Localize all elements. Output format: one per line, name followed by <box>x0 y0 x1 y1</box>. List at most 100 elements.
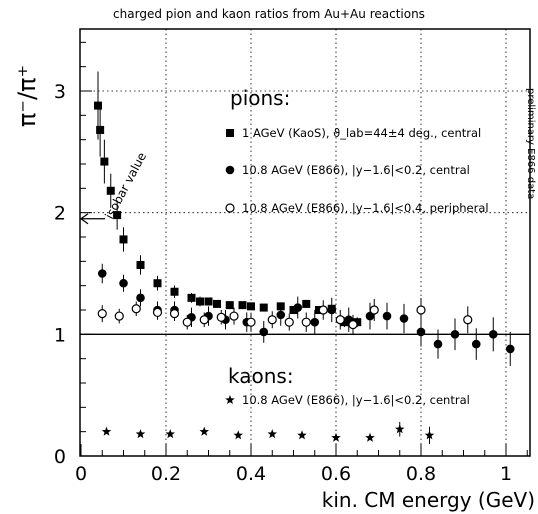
side-label-preliminary: preliminary E866 data <box>525 88 536 199</box>
pion-s2-point-3 <box>152 307 163 318</box>
pion-s2-point-1 <box>114 311 124 321</box>
kaon-s0-point-6 <box>297 430 307 440</box>
plot-area: 0 0.2 0.4 0.6 0.8 1 0 1 2 3 1 AGeV (KaoS), ϑ_lab=… <box>54 28 531 485</box>
pion-s0-point-15 <box>247 302 255 311</box>
kaon-s0-point-3 <box>199 426 210 436</box>
pion-s0-point-3 <box>106 186 115 195</box>
pion-s1-point-13 <box>327 305 337 315</box>
pion-s0-point-14 <box>238 301 247 310</box>
pion-s1-point-2 <box>136 293 145 303</box>
pion-s0-point-10 <box>196 297 204 306</box>
legend: 1 AGeV (KaoS), ϑ_lab=44±4 deg., central 1… <box>225 126 489 407</box>
pion-s2-point-4 <box>169 309 180 319</box>
pion-s0-point-9 <box>187 293 196 302</box>
pion-s2-point-16 <box>369 305 379 315</box>
x-tick-label-0: 0 <box>75 463 87 485</box>
x-tick-label-3: 0.6 <box>321 463 351 485</box>
legend-e866-central-label: 10.8 AGeV (E866), |y−1.6|<0.2, central <box>242 163 470 177</box>
pion-s1-point-11 <box>293 303 303 312</box>
pion-s0-point-6 <box>136 260 145 269</box>
kaon-s0-point-1 <box>135 429 146 439</box>
pion-s2-point-7 <box>216 312 226 322</box>
kaon-s0-point-9 <box>394 424 405 434</box>
pion-s0-point-0 <box>94 101 102 110</box>
pion-s2-point-10 <box>267 315 277 325</box>
legend-e866-peripheral-marker <box>225 203 235 213</box>
kaons-heading: kaons: <box>228 364 294 388</box>
y-axis-label: π⁻/π⁺ <box>13 65 41 127</box>
pion-s2-point-2 <box>131 304 141 314</box>
pion-s0-point-19 <box>302 299 311 308</box>
grid-lines <box>80 29 530 456</box>
kaon-s0-point-8 <box>365 432 375 442</box>
pion-s2-point-5 <box>182 317 192 327</box>
legend-e866-central-marker <box>225 165 235 175</box>
kaon-s0-point-0 <box>101 426 112 436</box>
pions-heading: pions: <box>230 86 290 110</box>
pion-s2-point-18 <box>463 315 473 325</box>
kaon-s0-point-2 <box>165 429 176 439</box>
pion-s1-point-16 <box>382 311 392 321</box>
pion-s2-point-6 <box>199 315 209 325</box>
pion-s1-point-21 <box>471 339 481 349</box>
pion-s0-point-16 <box>259 303 268 312</box>
kaon-s0-point-7 <box>331 432 341 442</box>
isobar-arrow <box>79 213 105 225</box>
isobar-value-label: isobar value <box>102 150 149 221</box>
legend-kaos-marker <box>226 129 234 137</box>
pion-s1-point-9 <box>259 327 269 337</box>
pion-s1-point-19 <box>433 339 443 349</box>
pion-s0-point-23 <box>353 318 362 327</box>
pion-s2-point-11 <box>284 317 294 327</box>
chart-title: charged pion and kaon ratios from Au+Au … <box>113 7 425 21</box>
pion-s2-point-12 <box>301 317 311 327</box>
pion-s0-point-8 <box>170 287 179 296</box>
x-tick-label-5: 1 <box>500 463 512 485</box>
x-tick-label-2: 0.4 <box>236 463 266 485</box>
pion-s2-point-13 <box>318 305 328 315</box>
plot-frame <box>79 28 531 457</box>
pion-s1-point-1 <box>119 278 128 288</box>
kaon-s0-point-10 <box>424 430 435 440</box>
x-tick-label-1: 0.2 <box>151 463 181 485</box>
pion-s0-point-4 <box>113 211 122 220</box>
pion-s0-point-11 <box>204 297 213 306</box>
axis-ticks: 0 0.2 0.4 0.6 0.8 1 0 1 2 3 <box>54 41 528 485</box>
y-tick-label-0: 0 <box>54 446 66 468</box>
pion-s0-point-13 <box>225 301 234 310</box>
pion-s1-point-12 <box>310 317 320 327</box>
pion-s1-point-23 <box>505 344 515 354</box>
data-marks <box>79 71 515 444</box>
x-tick-label-4: 0.8 <box>406 463 436 485</box>
pion-s0-point-1 <box>96 125 105 134</box>
pion-s2-point-17 <box>416 305 426 315</box>
kaon-s0-point-5 <box>267 429 278 439</box>
pion-s0-point-2 <box>100 157 109 166</box>
pion-s1-point-0 <box>97 269 107 278</box>
pion-s0-point-12 <box>213 299 221 308</box>
y-tick-label-3: 3 <box>54 81 66 103</box>
pion-s2-point-14 <box>335 315 345 325</box>
legend-kaon-e866-marker <box>225 395 235 405</box>
legend-kaon-e866-label: 10.8 AGeV (E866), |y−1.6|<0.2, central <box>242 393 470 407</box>
pion-s0-point-5 <box>119 235 128 244</box>
y-tick-label-2: 2 <box>54 203 66 225</box>
y-tick-label-1: 1 <box>54 324 66 346</box>
pion-s1-point-20 <box>450 330 460 339</box>
pion-s1-point-22 <box>488 330 498 339</box>
legend-e866-peripheral-label: 10.8 AGeV (E866), |y−1.6|<0.4, periphera… <box>242 201 489 215</box>
kaon-s0-point-4 <box>233 430 244 440</box>
pion-s2-point-8 <box>229 311 239 321</box>
pion-s2-point-9 <box>246 317 256 327</box>
pion-s0-point-22 <box>340 318 349 327</box>
legend-kaos-label: 1 AGeV (KaoS), ϑ_lab=44±4 deg., central <box>242 126 481 140</box>
pion-s1-point-10 <box>276 310 286 320</box>
pion-s2-point-0 <box>97 309 107 319</box>
pion-s0-point-7 <box>153 279 162 288</box>
pion-s0-point-18 <box>289 306 298 314</box>
pion-s2-point-15 <box>348 320 358 330</box>
x-axis-label: kin. CM energy (GeV) <box>322 488 535 512</box>
pion-s1-point-18 <box>416 327 426 337</box>
pion-s1-point-17 <box>399 314 409 323</box>
